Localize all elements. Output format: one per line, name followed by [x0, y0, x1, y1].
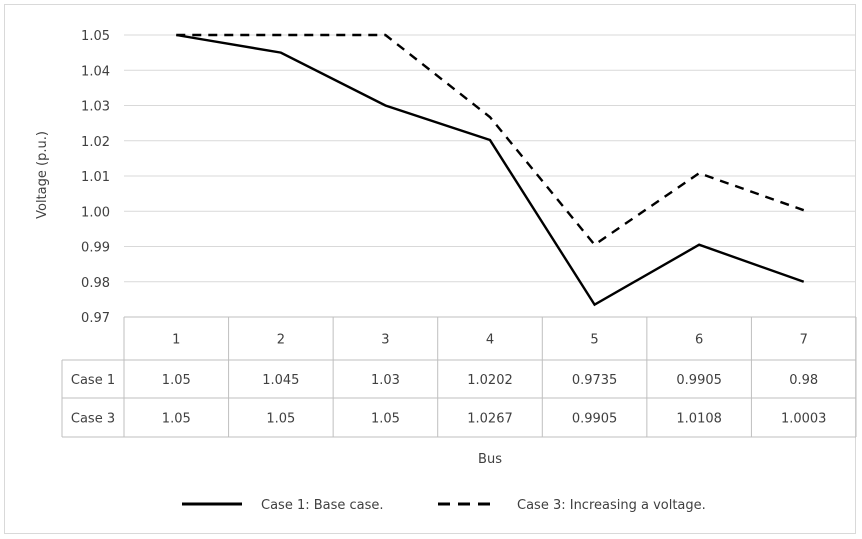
table-cell: 0.9905 — [676, 373, 722, 388]
x-tick-label: 3 — [381, 333, 389, 348]
table-cell: 1.0202 — [467, 373, 513, 388]
series-line-case-1 — [176, 33, 805, 307]
table-cell: 0.98 — [789, 373, 818, 388]
table-cell: 1.05 — [371, 412, 400, 427]
table-cell: 1.05 — [162, 373, 191, 388]
y-tick-label: 1.04 — [81, 64, 110, 79]
x-tick-label: 6 — [695, 333, 703, 348]
y-tick-label: 1.02 — [81, 135, 110, 150]
y-axis-title: Voltage (p.u.) — [35, 131, 50, 219]
y-tick-label: 1.03 — [81, 100, 110, 115]
data-table: 1 2 3 4 5 6 7 Case 1 1.05 1.045 1.03 1.0202 0.9735 0.… — [61, 316, 857, 438]
legend-label: Case 3: Increasing a voltage. — [517, 498, 706, 513]
table-cell: 1.05 — [162, 412, 191, 427]
x-tick-label: 4 — [486, 333, 494, 348]
y-tick-label: 1.01 — [81, 170, 110, 185]
y-tick-label: 0.97 — [81, 311, 110, 326]
series-line-case-3 — [176, 33, 805, 247]
y-tick-label: 1.05 — [81, 29, 110, 44]
table-cell: 1.05 — [266, 412, 295, 427]
table-cell: 1.0267 — [467, 412, 513, 427]
table-cell: 1.03 — [371, 373, 400, 388]
table-row-label: Case 1 — [71, 373, 115, 388]
y-tick-label: 1.00 — [81, 205, 110, 220]
y-axis-ticks: 1.05 1.04 1.03 1.02 1.01 1.00 0.99 0.98 0.97 — [81, 29, 110, 326]
table-row-label: Case 3 — [71, 412, 115, 427]
table-cell: 0.9905 — [572, 412, 618, 427]
x-tick-label: 1 — [172, 333, 180, 348]
x-tick-label: 2 — [277, 333, 285, 348]
grid-lines — [124, 34, 856, 318]
table-cell: 0.9735 — [572, 373, 618, 388]
table-cell: 1.0108 — [676, 412, 722, 427]
table-cell: 1.0003 — [781, 412, 827, 427]
x-tick-label: 7 — [800, 333, 808, 348]
x-tick-label: 5 — [590, 333, 598, 348]
y-tick-label: 0.99 — [81, 241, 110, 256]
legend: Case 1: Base case. Case 3: Increasing a v… — [182, 498, 706, 513]
y-tick-label: 0.98 — [81, 276, 110, 291]
x-axis-title: Bus — [478, 452, 502, 467]
chart-frame — [4, 4, 856, 534]
legend-label: Case 1: Base case. — [261, 498, 384, 513]
table-cell: 1.045 — [262, 373, 299, 388]
series-lines — [176, 33, 805, 307]
